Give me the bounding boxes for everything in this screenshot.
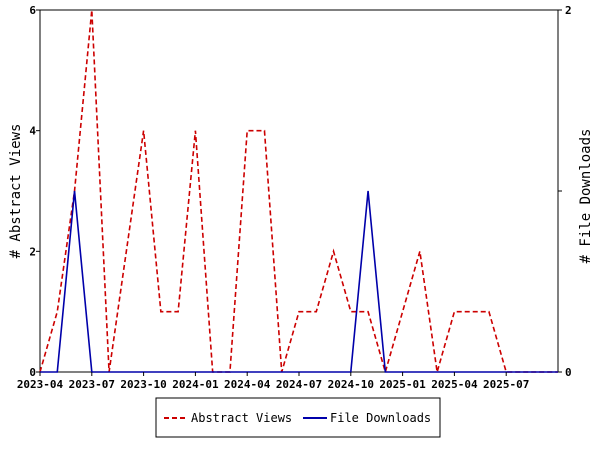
x-tick-label-2024-01: 2024-01 [172, 378, 219, 391]
x-tick-label-2025-04: 2025-04 [431, 378, 478, 391]
y-left-tick-label-4: 4 [29, 125, 36, 138]
legend-label-abstract-views: Abstract Views [191, 411, 292, 425]
legend-box [155, 397, 441, 438]
x-tick-label-2025-01: 2025-01 [379, 378, 426, 391]
y-axis-left-title: # Abstract Views [8, 124, 24, 259]
y-axis-right-title: # File Downloads [578, 129, 594, 264]
legend: Abstract Views File Downloads [155, 397, 441, 438]
x-tick-label-2023-07: 2023-07 [69, 378, 115, 391]
x-tick-label-2025-07: 2025-07 [483, 378, 529, 391]
y-right-tick-label-0: 0 [565, 366, 572, 379]
axis-layer: 2023-04 2023-07 2023-10 2024-01 2024-04 2024-… [17, 4, 572, 391]
legend-label-file-downloads: File Downloads [330, 411, 431, 425]
x-tick-label-2023-10: 2023-10 [120, 378, 166, 391]
x-tick-label-2024-10: 2024-10 [328, 378, 374, 391]
y-right-tick-label-2: 2 [565, 4, 572, 17]
y-left-tick-label-2: 2 [29, 245, 36, 258]
y-left-tick-label-0: 0 [29, 366, 36, 379]
x-tick-label-2023-04: 2023-04 [17, 378, 64, 391]
x-tick-label-2024-04: 2024-04 [224, 378, 271, 391]
series-line-abstract-views [39, 9, 558, 375]
y-left-tick-label-6: 6 [29, 4, 36, 17]
x-tick-label-2024-07: 2024-07 [276, 378, 322, 391]
plot-area [39, 9, 559, 373]
